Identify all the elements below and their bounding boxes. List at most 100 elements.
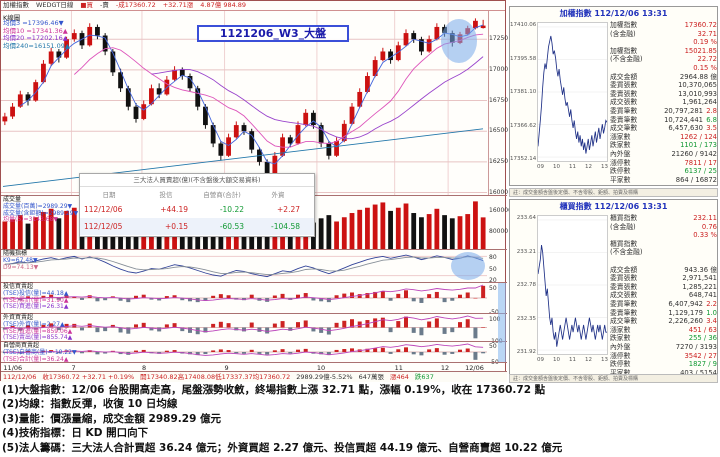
summary-value: 6,407,942 xyxy=(668,299,703,308)
summary-value: 7811 / 17 xyxy=(684,158,717,167)
summary-row: 委賣筆數 1,129,179 1.0 xyxy=(610,309,717,318)
moving-average-labels: 均價3 =17396.46▼ 均價10 =17341.36▲ 均價20 =17202… xyxy=(3,19,70,50)
summary-value: 17360.72 xyxy=(684,21,717,29)
summary-value: 2964.88 億 xyxy=(679,72,717,81)
footnote-4: (4)技術指標：日 KD 開口向下 xyxy=(2,427,149,440)
panel-label: 均量(5)=3143.68▼ xyxy=(3,216,58,224)
summary-row: 加權指數 17360.72 xyxy=(610,21,717,30)
taiex-intraday-chart[interactable]: 17410.06 17395.58 17381.10 17366.62 17352.14… xyxy=(510,20,610,185)
cell-date: 112/12/06 xyxy=(84,205,123,214)
sitca-net-buy-panel: 投信買賣超 (TSE)投信(量)=44.18▲ (TSE)累計(量)=31.90▲(… xyxy=(1,282,507,316)
axis-label: 17352.14 xyxy=(510,156,537,162)
summary-value: 1827 / 9 xyxy=(688,360,717,369)
summary-label: 成交金額 xyxy=(610,265,638,274)
kd-panel: 隨機指標 K9=67.48▼ D9=74.13▼ 80 50 20 xyxy=(1,249,507,284)
summary-row: 0.33 % xyxy=(610,231,717,240)
table-row: 112/12/05 +0.15 -60.53 -104.58 xyxy=(80,218,314,235)
main-chart-area: K線圖 均價3 =17396.46▼ 均價10 =17341.36▲ 均價20 =1… xyxy=(1,11,509,196)
summary-label: 櫃買指數 xyxy=(610,239,638,248)
ma-label: 均價240=16151.09▲ xyxy=(3,41,70,50)
price-tick: 16250 xyxy=(489,157,509,165)
status-segment: 開17340.82高17408.08低17337.37均17360.72 xyxy=(140,373,291,381)
sitca-bars-chart[interactable] xyxy=(1,283,487,313)
summary-row: 漲家數 1262 / 124 xyxy=(610,133,717,142)
summary-row: 委買張數 2,971,541 xyxy=(610,274,717,283)
date-tick: 7 xyxy=(71,364,76,372)
col-date: 日期 xyxy=(102,191,116,199)
footnote-2: (2)均線：指數反彈，收復 10 日均線 xyxy=(2,398,178,411)
summary-value: 232.11 xyxy=(693,214,717,222)
summary-value: 648,741 xyxy=(688,291,717,300)
panel-tick: 50 xyxy=(489,343,497,351)
institutional-table-title: 三大法人買賣超(億)(不含盤後大額交易資料) xyxy=(80,174,314,187)
dealer-net-buy-panel: 自營商買賣超 (TSE)自營商(量)=-10.22▼ (TSE)合計(量)=36.2… xyxy=(1,341,507,366)
summary-value: 2,226,260 xyxy=(668,317,703,326)
summary-row: 委賣筆數 10,724,441 6.8 xyxy=(610,116,717,125)
summary-value: 943.36 億 xyxy=(684,265,717,274)
highlight-ellipse-kd xyxy=(451,252,485,280)
institutional-table-header: 日期 投信 自營商(合計) 外資 xyxy=(80,187,314,201)
cell-value: +44.19 xyxy=(160,205,188,214)
panel-labels: 投信買賣超 (TSE)投信(量)=44.18▲ (TSE)累計(量)=31.90▲(… xyxy=(3,283,68,311)
summary-value: 7270 / 3193 xyxy=(675,342,717,351)
time-tick: 09 xyxy=(537,357,544,363)
summary-label: 成交筆數 xyxy=(610,317,638,326)
summary-value: 2,971,541 xyxy=(682,274,717,283)
topbar-segment: 加權指數 xyxy=(3,1,29,9)
summary-row: 加權指數 15021.85 xyxy=(610,47,717,56)
panel-tick: 160000 xyxy=(489,206,512,214)
price-tick: 17250 xyxy=(489,35,509,43)
summary-row: 跌家數 255 / 36 xyxy=(610,334,717,343)
price-tick: 16000 xyxy=(489,188,509,196)
summary-label: 跌家數 xyxy=(610,141,631,150)
summary-label: 成交筆數 xyxy=(610,124,638,133)
summary-row: 成交張數 1,961,264 xyxy=(610,98,717,107)
time-tick: 09 xyxy=(537,164,544,170)
time-tick: 12 xyxy=(585,164,592,170)
panel-tick: 80000 xyxy=(489,228,509,236)
kd-lines-chart[interactable] xyxy=(1,250,487,282)
axis-label: 17381.10 xyxy=(510,89,537,95)
summary-row: 委買筆數 6,407,942 2.2 xyxy=(610,300,717,309)
axis-label: 17410.06 xyxy=(510,22,537,28)
summary-row: (不含金融) 22.72 xyxy=(610,55,717,64)
panel-label: (TSE)自營商(量)=-10.22▼ xyxy=(3,348,77,356)
axis-label: 17366.62 xyxy=(510,122,537,129)
panel-label: (TSE)買進(量)=859.06▲ xyxy=(3,327,73,335)
foreign-bars-chart[interactable] xyxy=(1,314,487,341)
summary-label: 委買張數 xyxy=(610,274,638,283)
status-segment: 收17360.72 +32.71 +0.19% xyxy=(42,373,135,381)
summary-label xyxy=(610,38,652,47)
summary-row: 平家數 864 / 16872 xyxy=(610,176,717,185)
otc-panel-note: 註：成交金額含盤後定價、不含零股、鉅額、拍賣及標購 xyxy=(509,374,718,383)
time-tick: 11 xyxy=(569,164,576,170)
dealer-bars-chart[interactable] xyxy=(1,342,487,362)
date-tick: 8 xyxy=(141,364,147,372)
summary-row: 0.19 % xyxy=(610,38,717,47)
summary-value: 1262 / 124 xyxy=(680,132,717,141)
summary-value: 0.19 % xyxy=(693,38,717,47)
cell-value: -60.53 xyxy=(219,222,244,231)
date-tick: 10 xyxy=(316,364,326,372)
summary-label: 委買張數 xyxy=(610,81,638,90)
summary-label: 漲家數 xyxy=(610,132,631,141)
summary-value: 1,961,264 xyxy=(682,98,717,107)
summary-value: 32.71 xyxy=(697,29,717,38)
summary-label: (不含金融) xyxy=(610,55,643,64)
summary-label: 加權指數 xyxy=(610,21,638,29)
summary-row: 跌停數 6137 / 25 xyxy=(610,167,717,176)
panel-label: 成交量(含鉅額)=2989.29▼ xyxy=(3,209,79,217)
summary-row: 成交筆數 2,226,260 3.4 xyxy=(610,317,717,326)
footnote-1: (1)大盤指數：12/06 台股開高走高，尾盤漲勢收斂，終場指數上漲 32.71… xyxy=(2,384,546,396)
summary-value: 20,797,281 xyxy=(664,106,703,115)
cell-value: +2.27 xyxy=(277,205,300,214)
panel-header: 隨機指標 xyxy=(3,250,28,257)
summary-value: 6,457,630 xyxy=(668,124,703,133)
summary-row: 平家數 403 / 5154 xyxy=(610,369,717,378)
summary-value: 15021.85 xyxy=(684,46,717,55)
otc-intraday-chart[interactable]: 233.64 233.21 232.78 232.35 231.92 09 10 11 12 1… xyxy=(510,213,610,378)
daily-commentary: (1)大盤指數：12/06 台股開高走高，尾盤漲勢收斂，終場指數上漲 32.71… xyxy=(2,383,718,455)
summary-value: 403 / 5154 xyxy=(680,368,717,377)
summary-row: 成交張數 648,741 xyxy=(610,291,717,300)
